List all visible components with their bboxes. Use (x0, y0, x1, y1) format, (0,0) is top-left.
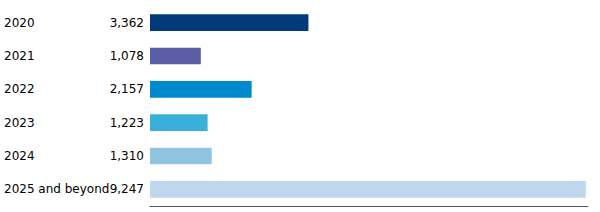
svg-text:2024: 2024 (4, 149, 35, 163)
svg-text:2022: 2022 (4, 82, 35, 96)
svg-text:2,157: 2,157 (110, 82, 144, 96)
svg-text:9,247: 9,247 (110, 182, 144, 196)
svg-text:1,078: 1,078 (110, 49, 144, 63)
svg-text:1,310: 1,310 (110, 149, 144, 163)
svg-text:1,223: 1,223 (110, 116, 144, 130)
svg-text:2023: 2023 (4, 116, 35, 130)
svg-text:2025 and beyond: 2025 and beyond (4, 182, 109, 196)
svg-text:2020: 2020 (4, 16, 35, 30)
svg-text:3,362: 3,362 (110, 16, 144, 30)
svg-text:2021: 2021 (4, 49, 35, 63)
